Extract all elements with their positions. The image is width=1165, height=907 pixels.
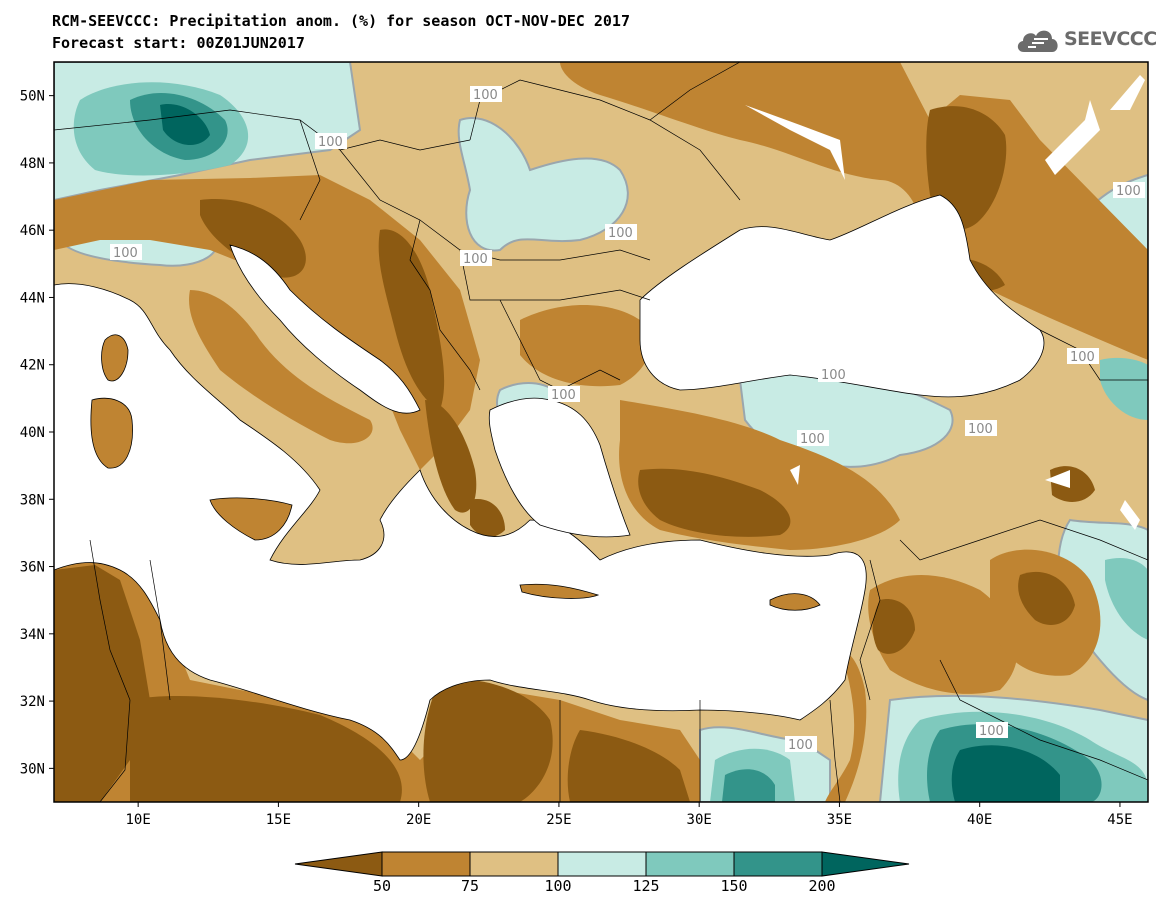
cloud-logo-icon <box>1017 30 1058 52</box>
forecast-start-subtitle: Forecast start: 00Z01JUN2017 <box>52 34 305 52</box>
lon-tick-label: 10E <box>126 812 151 828</box>
contour-label: 100 <box>473 88 498 103</box>
contour-label: 100 <box>821 368 846 383</box>
contour-label: 100 <box>551 388 576 403</box>
adriatic-sea <box>229 244 421 414</box>
contour-label: 100 <box>968 422 993 437</box>
islands <box>90 334 821 611</box>
lat-tick-label: 30N <box>20 761 45 777</box>
colorbar-label: 75 <box>461 877 479 895</box>
contour-label: 100 <box>979 724 1004 739</box>
colorbar-label: 150 <box>720 877 747 895</box>
lat-tick-label: 36N <box>20 560 45 576</box>
contour-labels: 100 100 100 100 100 100 100 100 100 100 … <box>110 86 1145 753</box>
colorbar-segment <box>469 851 559 877</box>
lon-tick-label: 35E <box>827 812 852 828</box>
colorbar-segment <box>381 851 471 877</box>
contour-label: 100 <box>1116 184 1141 199</box>
colorbar: 50 75 100 125 150 200 <box>294 851 910 895</box>
contour-label: 100 <box>463 252 488 267</box>
colorbar-label: 100 <box>544 877 571 895</box>
lon-tick-label: 15E <box>266 812 291 828</box>
anomaly-field-gt-200 <box>160 104 1060 802</box>
lon-tick-label: 45E <box>1107 812 1132 828</box>
colorbar-right-arrow <box>821 851 910 877</box>
contour-label: 100 <box>608 226 633 241</box>
contour-label: 100 <box>318 135 343 150</box>
crete <box>519 583 600 599</box>
contour-label: 100 <box>113 246 138 261</box>
contour-label: 100 <box>800 432 825 447</box>
lat-tick-label: 34N <box>20 627 45 643</box>
lat-tick-label: 38N <box>20 492 45 508</box>
mediterranean-sea <box>54 283 867 761</box>
colorbar-segment <box>557 851 647 877</box>
country-borders <box>54 62 1148 802</box>
longitude-axis: 10E 15E 20E 25E 30E 35E 40E 45E <box>126 802 1133 828</box>
contour-label: 100 <box>788 738 813 753</box>
seevccc-logo[interactable]: SEEVCCC <box>1014 22 1157 58</box>
colorbar-left-arrow <box>294 851 383 877</box>
lon-tick-label: 25E <box>546 812 571 828</box>
colorbar-label: 125 <box>632 877 659 895</box>
cyprus <box>769 593 821 611</box>
colorbar-segment <box>645 851 735 877</box>
lat-tick-label: 32N <box>20 694 45 710</box>
sardinia <box>90 397 133 469</box>
lat-tick-label: 46N <box>20 223 45 239</box>
lon-tick-label: 30E <box>687 812 712 828</box>
missing-data-patches <box>745 75 1145 530</box>
colorbar-segment <box>733 851 823 877</box>
corsica <box>101 334 129 382</box>
lat-tick-label: 44N <box>20 290 45 306</box>
lat-tick-label: 50N <box>20 89 45 105</box>
lon-tick-label: 40E <box>967 812 992 828</box>
contour-label: 100 <box>1070 350 1095 365</box>
lat-tick-label: 42N <box>20 358 45 374</box>
latitude-axis: 50N 48N 46N 44N 42N 40N 38N 36N 34N 32N 30N <box>20 89 54 777</box>
colorbar-label: 200 <box>808 877 835 895</box>
lat-tick-label: 40N <box>20 425 45 441</box>
lon-tick-label: 20E <box>406 812 431 828</box>
lat-tick-label: 48N <box>20 156 45 172</box>
map-title: RCM-SEEVCCC: Precipitation anom. (%) for… <box>52 12 630 30</box>
sicily <box>209 497 293 541</box>
colorbar-label: 50 <box>373 877 391 895</box>
logo-text: SEEVCCC <box>1064 28 1157 50</box>
map-field: 100 100 100 100 100 100 100 100 100 100 … <box>54 62 1148 802</box>
